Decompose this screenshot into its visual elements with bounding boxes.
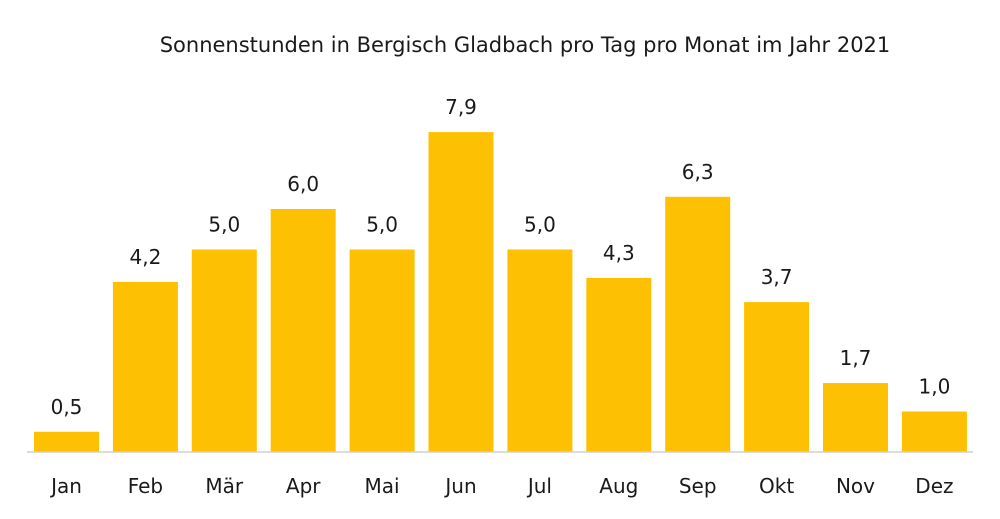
value-label-sep: 6,3 xyxy=(682,160,714,184)
x-tick-labels-group: Jan Feb Mär Apr Mai Jun Jul Aug Sep Okt Nov Dez xyxy=(49,474,953,498)
x-tick-label-sep: Sep xyxy=(679,474,717,498)
value-label-jan: 0,5 xyxy=(51,395,83,419)
x-tick-label-feb: Feb xyxy=(128,474,163,498)
bar-nov xyxy=(823,383,888,452)
bar-jan xyxy=(34,431,99,453)
bar-jul xyxy=(507,249,573,452)
x-tick-label-okt: Okt xyxy=(759,474,794,498)
bar-sep xyxy=(665,196,731,452)
bar-aug xyxy=(586,277,652,453)
value-label-okt: 3,7 xyxy=(761,265,793,289)
bar-jun xyxy=(428,132,494,452)
value-label-jun: 7,9 xyxy=(445,95,477,119)
chart-title: Sonnenstunden in Bergisch Gladbach pro T… xyxy=(160,33,891,57)
bar-mai xyxy=(349,249,415,452)
x-tick-label-aug: Aug xyxy=(599,474,638,498)
value-label-apr: 6,0 xyxy=(287,172,319,196)
bar-mär xyxy=(191,249,257,452)
x-tick-label-mär: Mär xyxy=(205,474,244,498)
x-tick-label-apr: Apr xyxy=(286,474,321,498)
value-label-nov: 1,7 xyxy=(840,346,872,370)
bar-feb xyxy=(112,281,178,452)
value-label-mai: 5,0 xyxy=(366,213,398,237)
x-tick-label-jan: Jan xyxy=(49,474,82,498)
x-tick-label-jun: Jun xyxy=(443,474,476,498)
x-tick-label-mai: Mai xyxy=(365,474,400,498)
value-label-aug: 4,3 xyxy=(603,241,635,265)
value-labels-group: 0,5 4,2 5,0 6,0 5,0 7,9 5,0 4,3 6,3 3,7 1,7 1,0 xyxy=(51,95,951,419)
bars-group xyxy=(34,132,967,453)
x-tick-label-jul: Jul xyxy=(526,474,552,498)
x-tick-label-nov: Nov xyxy=(836,474,875,498)
bar-dez xyxy=(901,411,967,452)
x-tick-label-dez: Dez xyxy=(915,474,953,498)
bar-apr xyxy=(270,209,336,452)
value-label-mär: 5,0 xyxy=(208,213,240,237)
value-label-jul: 5,0 xyxy=(524,213,556,237)
value-label-dez: 1,0 xyxy=(918,375,950,399)
value-label-feb: 4,2 xyxy=(129,245,161,269)
bar-okt xyxy=(744,302,810,452)
